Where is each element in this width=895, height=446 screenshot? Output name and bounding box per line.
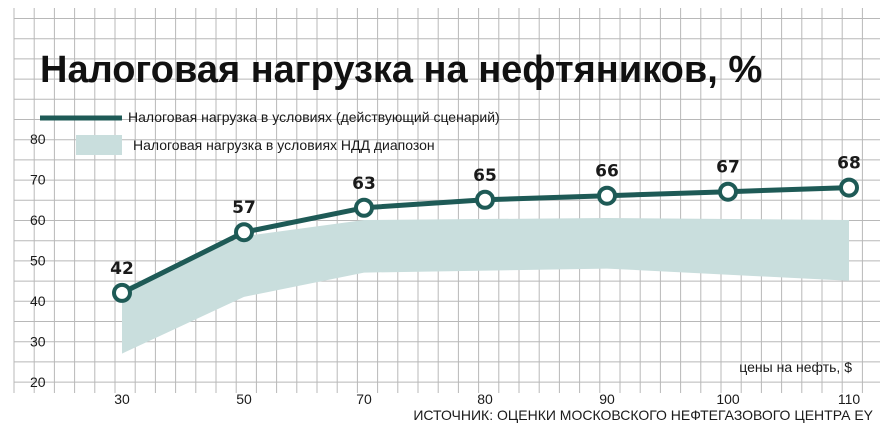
data-label: 63 [352, 174, 376, 194]
data-point [354, 197, 374, 218]
data-point [234, 222, 254, 243]
y-tick-label: 50 [30, 253, 46, 269]
data-point [112, 282, 132, 303]
x-axis-label: цены на нефть, $ [739, 359, 852, 375]
data-point [475, 189, 495, 210]
y-tick-label: 40 [30, 293, 46, 309]
x-tick-label: 110 [838, 391, 861, 407]
data-label: 68 [837, 154, 861, 174]
legend-band-swatch [76, 135, 122, 155]
data-point [839, 177, 859, 198]
y-axis: 20 30 40 50 60 70 80 [30, 131, 46, 390]
y-tick-label: 80 [30, 131, 46, 147]
x-tick-label: 80 [477, 391, 493, 407]
band-layer [122, 218, 849, 354]
point-layer [112, 177, 859, 303]
x-tick-label: 50 [236, 391, 252, 407]
y-tick-label: 30 [30, 334, 46, 350]
data-point [597, 185, 617, 206]
y-tick-label: 60 [30, 212, 46, 228]
x-axis: 30 50 70 80 90 100 110 [114, 391, 860, 407]
ndd-range-band [122, 218, 849, 354]
legend-label-current: Налоговая нагрузка в условиях (действующ… [128, 109, 500, 125]
data-label: 57 [232, 198, 256, 218]
data-label: 66 [595, 162, 619, 182]
data-label: 42 [110, 259, 134, 279]
x-tick-label: 90 [599, 391, 615, 407]
data-label: 65 [473, 166, 497, 186]
y-tick-label: 70 [30, 172, 46, 188]
chart-title: Налоговая нагрузка на нефтяников, % [40, 49, 762, 91]
data-point [718, 181, 738, 202]
legend-label-band: Налоговая нагрузка в условиях НДД диапоз… [133, 137, 435, 153]
label-layer: 42 57 63 65 66 67 68 [110, 154, 861, 279]
y-tick-label: 20 [30, 374, 46, 390]
x-tick-label: 70 [356, 391, 372, 407]
source-note: ИСТОЧНИК: ОЦЕНКИ МОСКОВСКОГО НЕФТЕГАЗОВО… [413, 407, 873, 423]
x-tick-label: 100 [716, 391, 740, 407]
x-tick-label: 30 [114, 391, 130, 407]
data-label: 67 [716, 158, 740, 178]
